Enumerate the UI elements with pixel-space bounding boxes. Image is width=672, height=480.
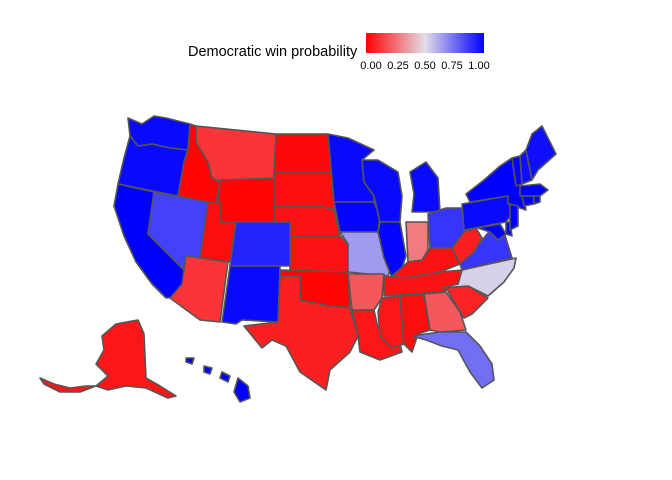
state-md[interactable] [477,223,507,241]
state-fl[interactable] [411,331,495,389]
state-ak[interactable] [95,319,177,399]
state-nc[interactable] [441,257,517,297]
legend-tick [479,53,480,57]
legend-tick [398,53,399,57]
legend-tick-label-4: 1.00 [468,60,490,72]
state-wv[interactable] [451,227,483,265]
state-nd[interactable] [273,133,333,173]
legend-title: Democratic win probability [188,44,358,60]
state-me[interactable] [525,125,557,181]
legend-tick [425,53,426,57]
state-az[interactable] [169,255,229,323]
state-ks[interactable] [289,235,349,273]
state-hi-kauai [185,357,195,365]
legend-tick [452,53,453,57]
state-ga[interactable] [423,291,467,333]
state-hi-main[interactable] [233,377,251,403]
state-mi[interactable] [409,161,441,213]
legend-color-bar [366,33,484,53]
state-ma[interactable] [519,183,549,197]
state-la[interactable] [351,309,403,361]
state-tx[interactable] [243,275,359,391]
legend-tick-label-3: 0.75 [441,60,463,72]
state-sd[interactable] [273,171,335,211]
state-co[interactable] [229,221,291,267]
state-ia[interactable] [333,201,381,233]
state-ak-islands [39,377,97,393]
legend-tick-label-2: 0.50 [414,60,436,72]
legend-tick-label-0: 0.00 [360,60,382,72]
legend-tick [371,53,372,57]
state-nj[interactable] [509,203,519,231]
state-hi-oahu [203,365,213,375]
state-ar[interactable] [347,273,385,311]
state-hi-maui [219,371,231,383]
state-wy[interactable] [215,177,275,223]
legend-tick-label-1: 0.25 [387,60,409,72]
state-nm[interactable] [221,265,281,325]
